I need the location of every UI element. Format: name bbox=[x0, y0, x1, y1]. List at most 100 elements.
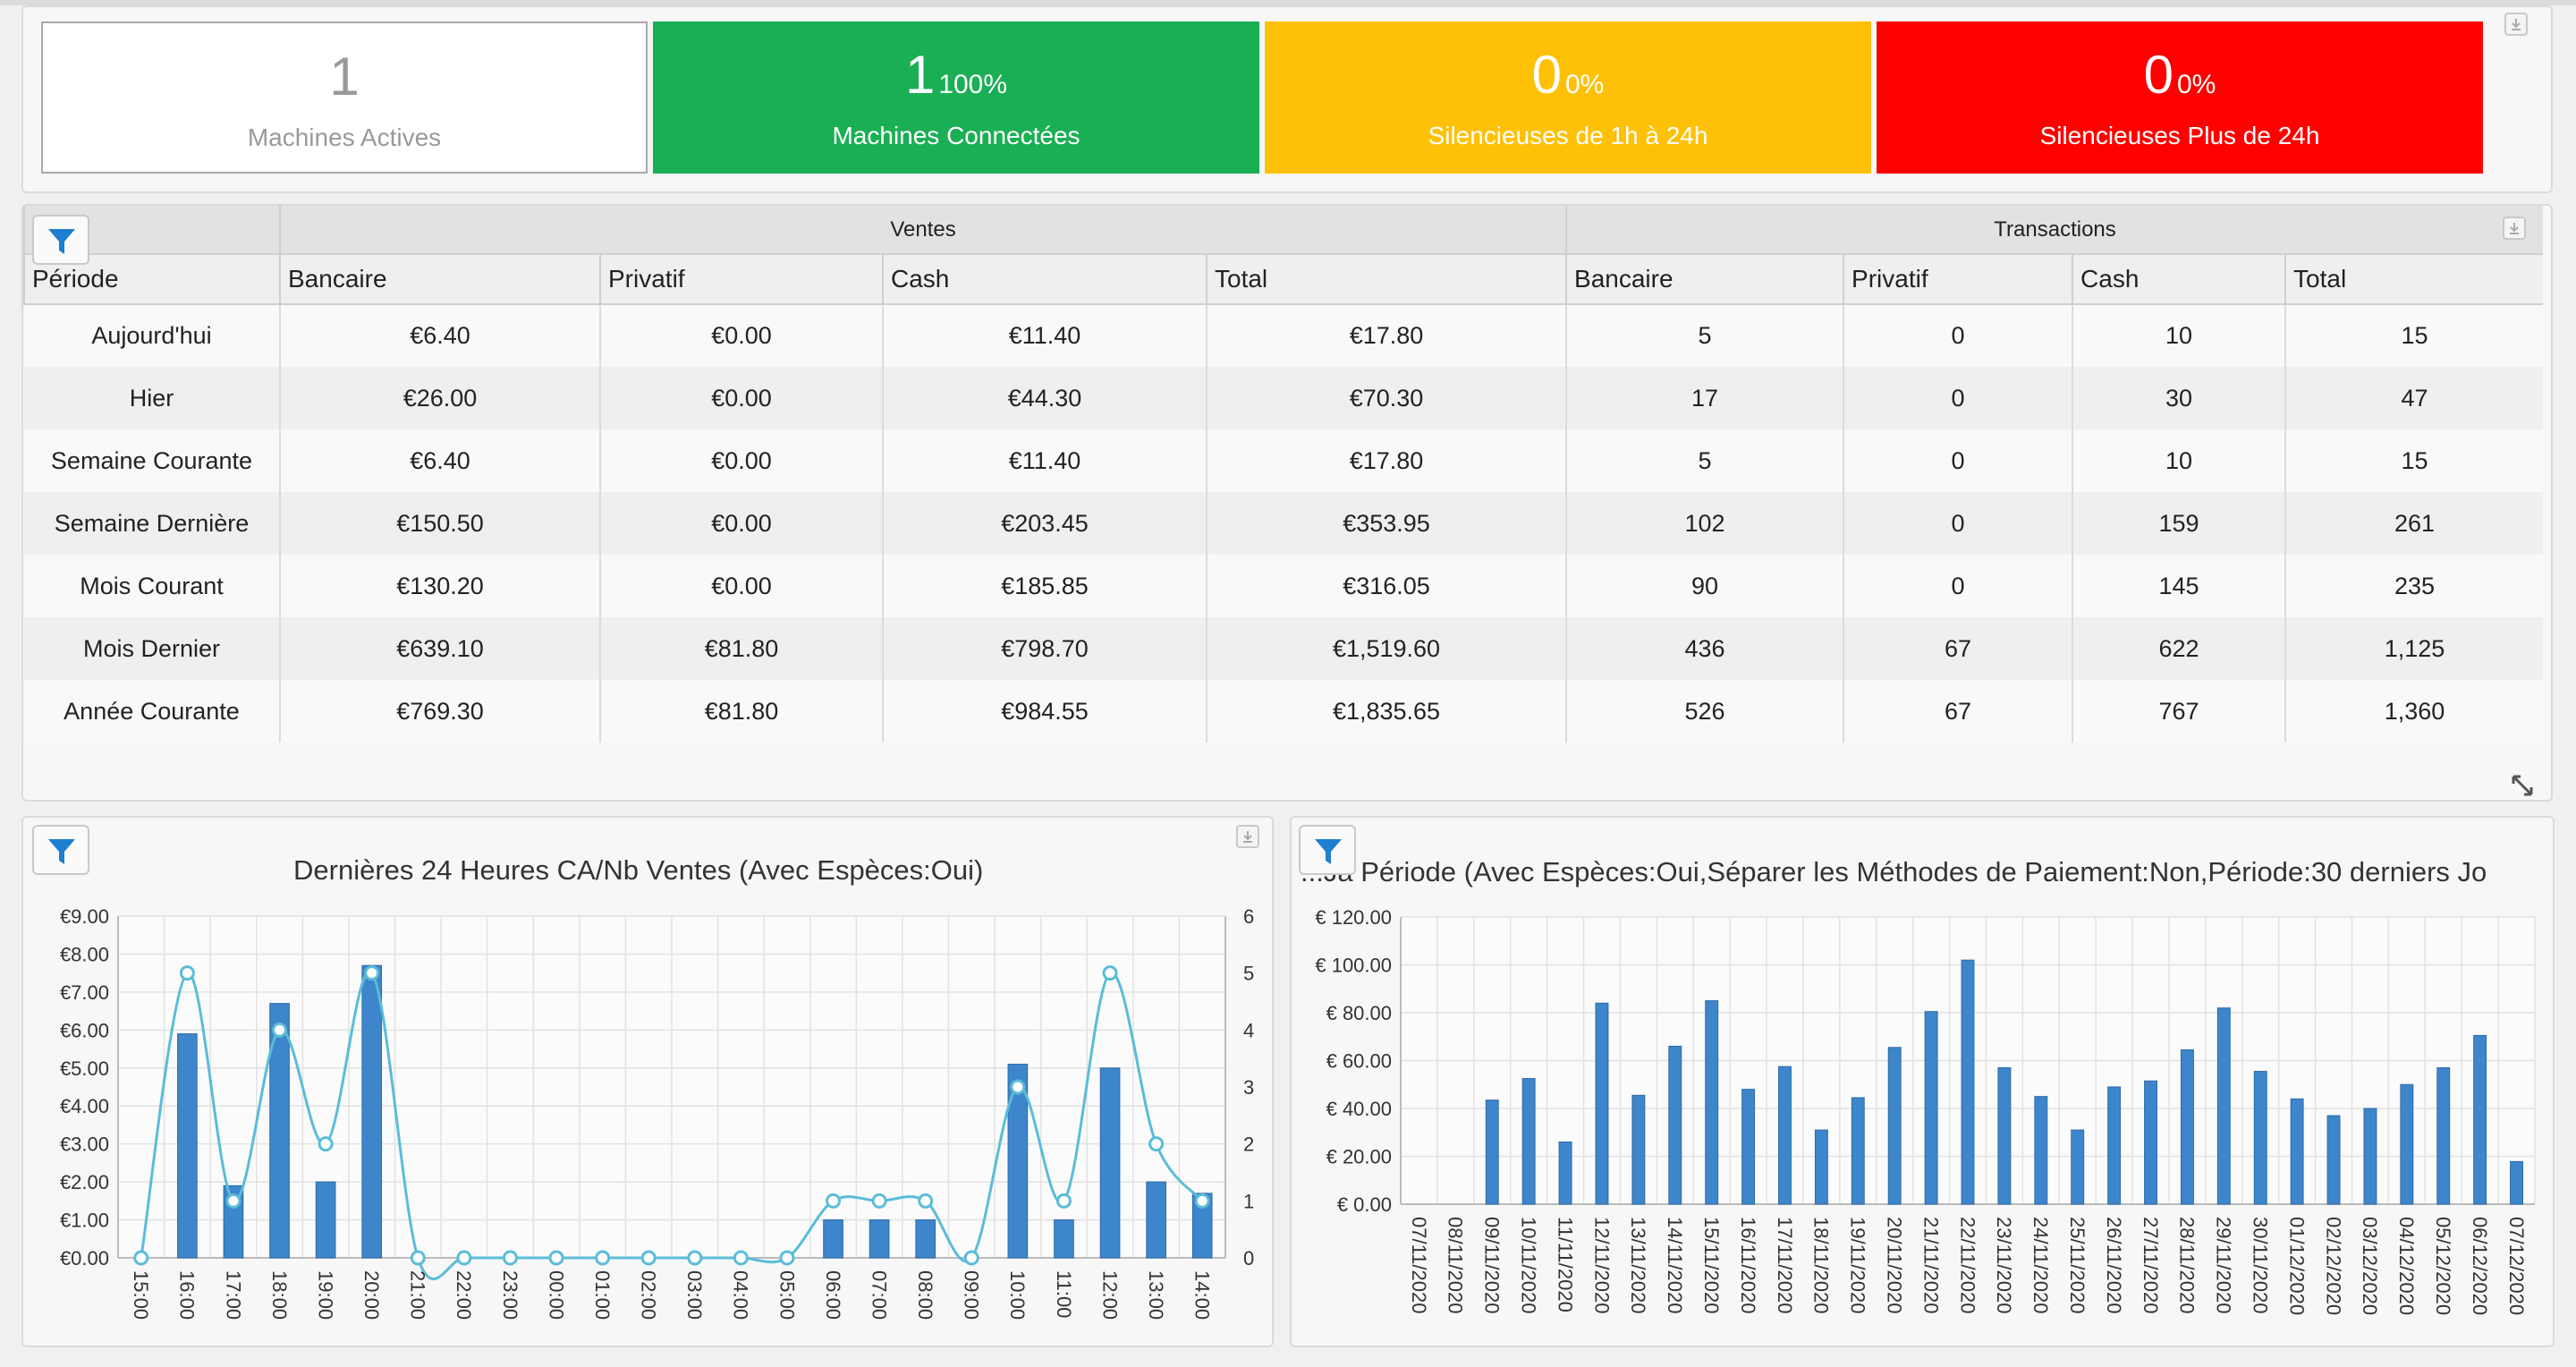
chart-bar bbox=[315, 1181, 336, 1259]
table-cell: 5 bbox=[1565, 304, 1844, 367]
chart-bar bbox=[1778, 1066, 1792, 1205]
chart-point bbox=[779, 1250, 795, 1266]
download-icon[interactable] bbox=[2504, 13, 2528, 36]
column-header[interactable]: Total bbox=[2284, 254, 2544, 305]
chart-period: € 0.00 € 20.00 € 40.00 € 60.00 € 80.00 € 100.… bbox=[1315, 906, 2536, 1315]
table-cell: €798.70 bbox=[882, 617, 1207, 680]
x-tick-label: 20/11/2020 bbox=[1883, 1217, 1905, 1313]
y-tick-label: € 60.00 bbox=[1326, 1050, 1392, 1073]
x-tick-label: 25/11/2020 bbox=[2066, 1217, 2089, 1313]
y-tick-label: €9.00 bbox=[60, 905, 109, 928]
column-header[interactable]: Privatif bbox=[1843, 254, 2073, 305]
column-header[interactable]: Total bbox=[1205, 254, 1567, 305]
kpi-label: Machines Connectées bbox=[832, 122, 1080, 149]
x-tick-label: 13/11/2020 bbox=[1627, 1217, 1649, 1313]
column-header[interactable]: Cash bbox=[882, 254, 1207, 305]
chart-24h-filter-button[interactable] bbox=[32, 825, 89, 875]
table-cell: €0.00 bbox=[599, 429, 883, 492]
chart-point bbox=[640, 1250, 657, 1266]
x-tick-label: 26/11/2020 bbox=[2103, 1217, 2125, 1313]
x-tick-label: 06/12/2020 bbox=[2469, 1217, 2491, 1315]
y-tick-label: € 40.00 bbox=[1326, 1098, 1392, 1120]
kpi-silencieuses-plus-24h: 0 0% Silencieuses Plus de 24h bbox=[1877, 21, 2483, 174]
table-cell: 622 bbox=[2072, 617, 2286, 680]
table-cell: €984.55 bbox=[882, 680, 1207, 743]
x-tick-label: 11/11/2020 bbox=[1554, 1217, 1576, 1312]
table-cell: 1,360 bbox=[2284, 680, 2544, 743]
table-cell: €6.40 bbox=[279, 429, 600, 492]
row-period-label: Année Courante bbox=[24, 680, 280, 743]
y2-tick-label: 0 bbox=[1243, 1247, 1254, 1269]
kpi-value: 0 bbox=[2143, 45, 2174, 105]
chart-bar bbox=[1485, 1100, 1499, 1205]
chart-point bbox=[1194, 1193, 1210, 1209]
chart-bar bbox=[1668, 1045, 1682, 1205]
table-cell: 235 bbox=[2284, 555, 2544, 617]
chart-bar bbox=[2144, 1080, 2157, 1205]
chart-point bbox=[1010, 1079, 1026, 1095]
kpi-machines-actives: 1 Machines Actives bbox=[41, 21, 648, 174]
x-tick-label: 12/11/2020 bbox=[1590, 1217, 1613, 1313]
table-cell: 767 bbox=[2072, 680, 2286, 743]
chart-bar bbox=[269, 1003, 290, 1259]
table-cell: €1,835.65 bbox=[1205, 680, 1567, 743]
chart-bar bbox=[1851, 1097, 1865, 1205]
table-cell: €1,519.60 bbox=[1205, 617, 1567, 680]
download-icon[interactable] bbox=[2503, 217, 2526, 240]
table-cell: €150.50 bbox=[279, 492, 600, 555]
x-tick-label: 15:00 bbox=[130, 1270, 152, 1320]
resize-handle-icon[interactable] bbox=[2510, 773, 2535, 798]
kpi-machines-connectees: 1 100% Machines Connectées bbox=[653, 21, 1259, 174]
filter-icon bbox=[48, 229, 75, 254]
table-cell: 15 bbox=[2284, 429, 2544, 492]
column-header[interactable]: Bancaire bbox=[1565, 254, 1844, 305]
table-cell: 67 bbox=[1843, 617, 2073, 680]
x-tick-label: 13:00 bbox=[1145, 1270, 1167, 1320]
x-tick-label: 22/11/2020 bbox=[1956, 1217, 1979, 1313]
chart-period-filter-button[interactable] bbox=[1299, 825, 1356, 875]
x-tick-label: 14:00 bbox=[1191, 1270, 1214, 1320]
table-cell: €26.00 bbox=[279, 367, 600, 429]
table-cell: 0 bbox=[1843, 367, 2073, 429]
chart-bar bbox=[361, 964, 383, 1259]
y-tick-label: €2.00 bbox=[60, 1171, 109, 1193]
filter-icon bbox=[48, 839, 75, 864]
chart-bar bbox=[177, 1033, 198, 1259]
chart-bar bbox=[1146, 1181, 1166, 1259]
table-cell: €81.80 bbox=[599, 680, 883, 743]
chart-point bbox=[687, 1250, 703, 1266]
kpi-percent: 0% bbox=[2177, 70, 2216, 99]
kpi-label: Silencieuses Plus de 24h bbox=[2039, 122, 2320, 149]
chart-bar bbox=[915, 1219, 936, 1259]
table-row: Semaine Courante €6.40 €0.00 €11.40 €17.80 5 0… bbox=[24, 429, 2544, 492]
table-cell: €185.85 bbox=[882, 555, 1207, 617]
chart-bar bbox=[2400, 1083, 2414, 1205]
y-tick-label: €4.00 bbox=[60, 1095, 109, 1117]
table-filter-button[interactable] bbox=[32, 215, 89, 265]
x-tick-label: 07/12/2020 bbox=[2505, 1217, 2528, 1315]
chart-bar bbox=[1595, 1002, 1609, 1205]
x-tick-label: 05:00 bbox=[775, 1270, 798, 1320]
chart-point bbox=[733, 1250, 749, 1266]
column-header[interactable]: Cash bbox=[2072, 254, 2286, 305]
column-header[interactable]: Privatif bbox=[599, 254, 883, 305]
y2-tick-label: 1 bbox=[1243, 1190, 1254, 1212]
x-tick-label: 28/11/2020 bbox=[2176, 1217, 2199, 1313]
download-icon[interactable] bbox=[1236, 825, 1259, 848]
table-cell: 15 bbox=[2284, 304, 2544, 367]
y-tick-label: €8.00 bbox=[60, 943, 109, 965]
column-header[interactable]: Bancaire bbox=[279, 254, 600, 305]
x-tick-label: 10/11/2020 bbox=[1517, 1217, 1539, 1313]
table-cell: €0.00 bbox=[599, 304, 883, 367]
filter-icon bbox=[1315, 839, 1342, 864]
x-tick-label: 11:00 bbox=[1053, 1270, 1075, 1318]
chart-bar bbox=[823, 1219, 843, 1259]
kpi-label: Silencieuses de 1h à 24h bbox=[1428, 122, 1708, 149]
table-row: Mois Courant €130.20 €0.00 €185.85 €316.05 90… bbox=[24, 555, 2544, 617]
chart-point bbox=[548, 1250, 564, 1266]
group-transactions: Transactions bbox=[1565, 206, 2544, 255]
y-tick-label: € 120.00 bbox=[1315, 906, 1392, 929]
chart-24h: €0.00 €1.00 €2.00 €3.00 €4.00 €5.00 €6.00 €7.00… bbox=[60, 905, 1254, 1320]
table-cell: 261 bbox=[2284, 492, 2544, 555]
y2-tick-label: 4 bbox=[1243, 1019, 1254, 1041]
